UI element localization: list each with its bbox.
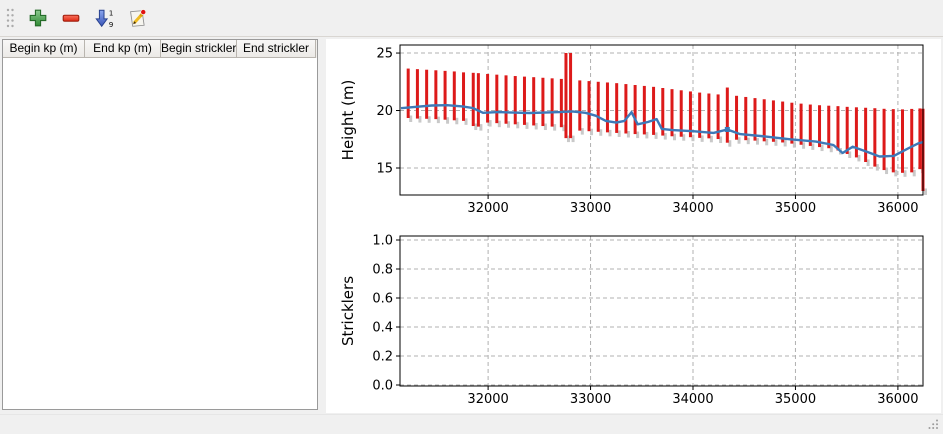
size-grip[interactable] (927, 418, 939, 430)
svg-text:0.6: 0.6 (372, 292, 393, 307)
column-header-begin-strickler[interactable]: Begin strickler (161, 40, 237, 58)
chart-panel: 32000 33000 34000 35000 36000 15 20 25 Height (m… (326, 39, 941, 413)
svg-text:9: 9 (109, 20, 114, 29)
svg-text:0.2: 0.2 (372, 350, 393, 365)
svg-text:Stricklers: Stricklers (339, 276, 357, 346)
minus-icon (62, 14, 80, 22)
svg-text:33000: 33000 (570, 392, 611, 407)
svg-text:0.4: 0.4 (372, 321, 393, 336)
edit-icon (130, 8, 147, 27)
sort-numeric-icon: 1 9 (95, 9, 114, 29)
svg-text:32000: 32000 (467, 201, 508, 216)
column-header-end-strickler[interactable]: End strickler (237, 40, 316, 58)
table-header-row: Begin kp (m) End kp (m) Begin strickler … (3, 40, 317, 58)
charts-canvas: 32000 33000 34000 35000 36000 15 20 25 Height (m… (339, 44, 927, 407)
svg-text:34000: 34000 (672, 392, 713, 407)
svg-text:15: 15 (376, 161, 393, 176)
svg-text:36000: 36000 (877, 392, 918, 407)
svg-text:34000: 34000 (672, 201, 713, 216)
svg-text:25: 25 (376, 47, 393, 62)
sort-rows-button[interactable]: 1 9 (90, 4, 118, 32)
strickler-table: Begin kp (m) End kp (m) Begin strickler … (2, 39, 318, 410)
remove-row-button[interactable] (57, 4, 85, 32)
svg-text:0.8: 0.8 (372, 263, 393, 278)
svg-text:32000: 32000 (467, 392, 508, 407)
status-bar (0, 414, 943, 434)
column-header-end-kp[interactable]: End kp (m) (85, 40, 161, 58)
toolbar-drag-handle[interactable] (5, 6, 15, 30)
svg-text:20: 20 (376, 104, 393, 119)
svg-text:Height (m): Height (m) (339, 80, 357, 161)
table-body[interactable] (3, 58, 317, 409)
add-row-button[interactable] (24, 4, 52, 32)
svg-text:35000: 35000 (775, 392, 816, 407)
svg-text:33000: 33000 (570, 201, 611, 216)
svg-text:36000: 36000 (877, 201, 918, 216)
svg-text:35000: 35000 (775, 201, 816, 216)
svg-text:0.0: 0.0 (372, 379, 393, 394)
edit-row-button[interactable] (123, 4, 151, 32)
svg-text:1.0: 1.0 (372, 234, 393, 249)
column-header-begin-kp[interactable]: Begin kp (m) (3, 40, 85, 58)
toolbar: 1 9 (0, 0, 943, 37)
svg-text:1: 1 (109, 9, 114, 18)
plus-icon (29, 9, 47, 27)
